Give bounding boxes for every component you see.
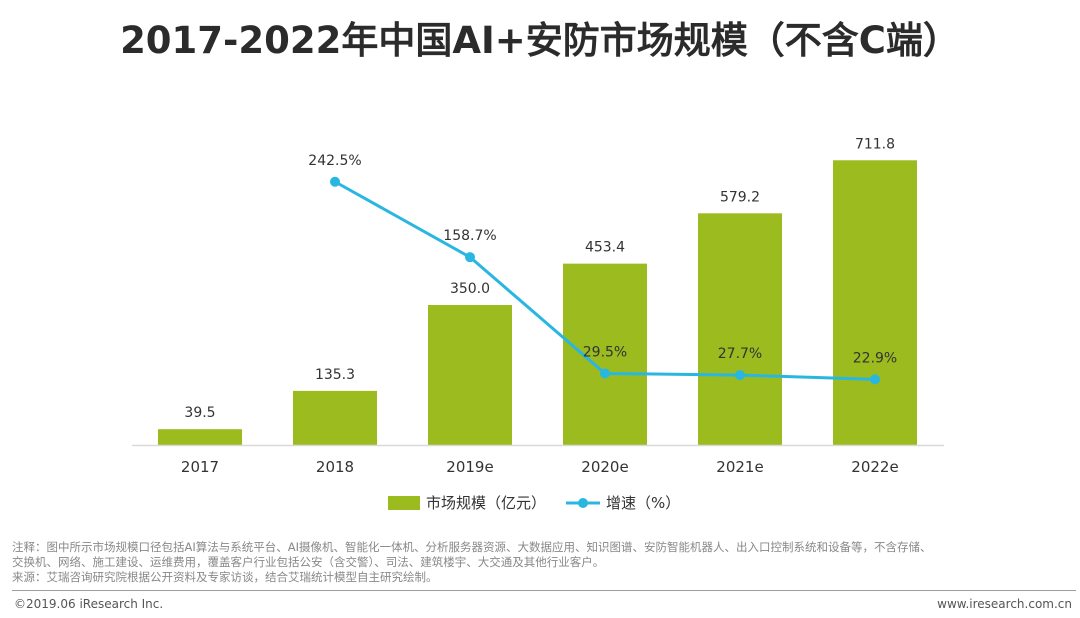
growth-label-2021e: 27.7% (718, 346, 762, 362)
legend-bar-swatch (388, 496, 420, 510)
legend-bar-label: 市场规模（亿元） (426, 494, 546, 512)
growth-point-2019e (465, 252, 475, 263)
x-tick-2019e: 2019e (446, 458, 493, 476)
growth-point-2018 (330, 176, 340, 187)
x-tick-2017: 2017 (181, 458, 219, 476)
line-series (330, 176, 880, 385)
x-tick-2022e: 2022e (851, 458, 898, 476)
bar-series (158, 160, 917, 445)
x-tick-2020e: 2020e (581, 458, 628, 476)
growth-label-2022e: 22.9% (853, 350, 897, 366)
bar-2018 (293, 390, 377, 445)
legend-line-label: 增速（%） (606, 494, 680, 512)
website-link[interactable]: www.iresearch.com.cn (937, 597, 1072, 611)
bar-label-2018: 135.3 (315, 367, 355, 383)
bar-2019e (428, 305, 512, 445)
bar-2017 (158, 429, 242, 445)
bar-2020e (563, 263, 647, 445)
growth-point-2020e (600, 368, 610, 379)
bar-label-2019e: 350.0 (450, 281, 490, 297)
growth-point-2021e (735, 370, 745, 381)
bar-label-group: 39.5 135.3 350.0 453.4 579.2 711.8 (184, 136, 895, 421)
bar-label-2022e: 711.8 (855, 136, 895, 152)
bar-label-2021e: 579.2 (720, 189, 760, 205)
bar-label-2020e: 453.4 (585, 240, 625, 256)
x-tick-2021e: 2021e (716, 458, 763, 476)
x-tick-labels: 2017 2018 2019e 2020e 2021e 2022e (181, 458, 899, 476)
note-line-2: 交换机、网络、施工建设、运维费用，覆盖客户行业包括公安（含交警）、司法、建筑楼宇… (12, 555, 605, 569)
footer-divider (12, 590, 1076, 591)
bar-2021e (698, 213, 782, 445)
note-line-1: 注释：图中所示市场规模口径包括AI算法与系统平台、AI摄像机、智能化一体机、分析… (12, 540, 932, 554)
legend: 市场规模（亿元） 增速（%） (388, 494, 680, 512)
copyright: ©2019.06 iResearch Inc. (14, 597, 164, 611)
bar-label-2017: 39.5 (184, 405, 215, 421)
line-label-group: 242.5% 158.7% 29.5% 27.7% 22.9% (308, 153, 897, 367)
x-tick-2018: 2018 (316, 458, 354, 476)
bar-2022e (833, 160, 917, 445)
chart-title: 2017-2022年中国AI+安防市场规模（不含C端） (120, 19, 960, 62)
growth-point-2022e (870, 374, 880, 385)
growth-label-2018: 242.5% (308, 153, 361, 169)
growth-label-2020e: 29.5% (583, 344, 627, 360)
legend-line-marker (578, 498, 588, 508)
growth-label-2019e: 158.7% (443, 228, 496, 244)
source-line: 来源：艾瑞咨询研究院根据公开资料及专家访谈，结合艾瑞统计模型自主研究绘制。 (12, 570, 438, 584)
